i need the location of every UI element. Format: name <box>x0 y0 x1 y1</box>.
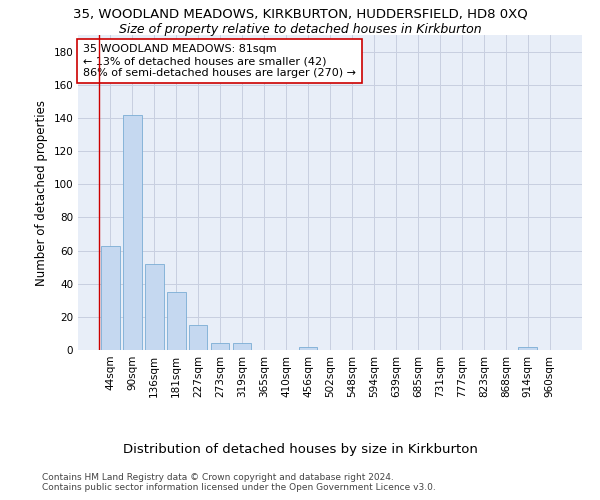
Bar <box>518 346 537 350</box>
Text: Contains HM Land Registry data © Crown copyright and database right 2024.: Contains HM Land Registry data © Crown c… <box>42 472 394 482</box>
Bar <box>145 264 164 350</box>
Bar <box>299 346 317 350</box>
Text: Size of property relative to detached houses in Kirkburton: Size of property relative to detached ho… <box>119 22 481 36</box>
Text: Contains public sector information licensed under the Open Government Licence v3: Contains public sector information licen… <box>42 484 436 492</box>
Bar <box>167 292 185 350</box>
Bar <box>123 114 142 350</box>
Text: 35, WOODLAND MEADOWS, KIRKBURTON, HUDDERSFIELD, HD8 0XQ: 35, WOODLAND MEADOWS, KIRKBURTON, HUDDER… <box>73 8 527 20</box>
Y-axis label: Number of detached properties: Number of detached properties <box>35 100 48 286</box>
Bar <box>101 246 119 350</box>
Bar <box>233 344 251 350</box>
Bar <box>189 325 208 350</box>
Bar <box>211 344 229 350</box>
Text: 35 WOODLAND MEADOWS: 81sqm
← 13% of detached houses are smaller (42)
86% of semi: 35 WOODLAND MEADOWS: 81sqm ← 13% of deta… <box>83 44 356 78</box>
Text: Distribution of detached houses by size in Kirkburton: Distribution of detached houses by size … <box>122 442 478 456</box>
